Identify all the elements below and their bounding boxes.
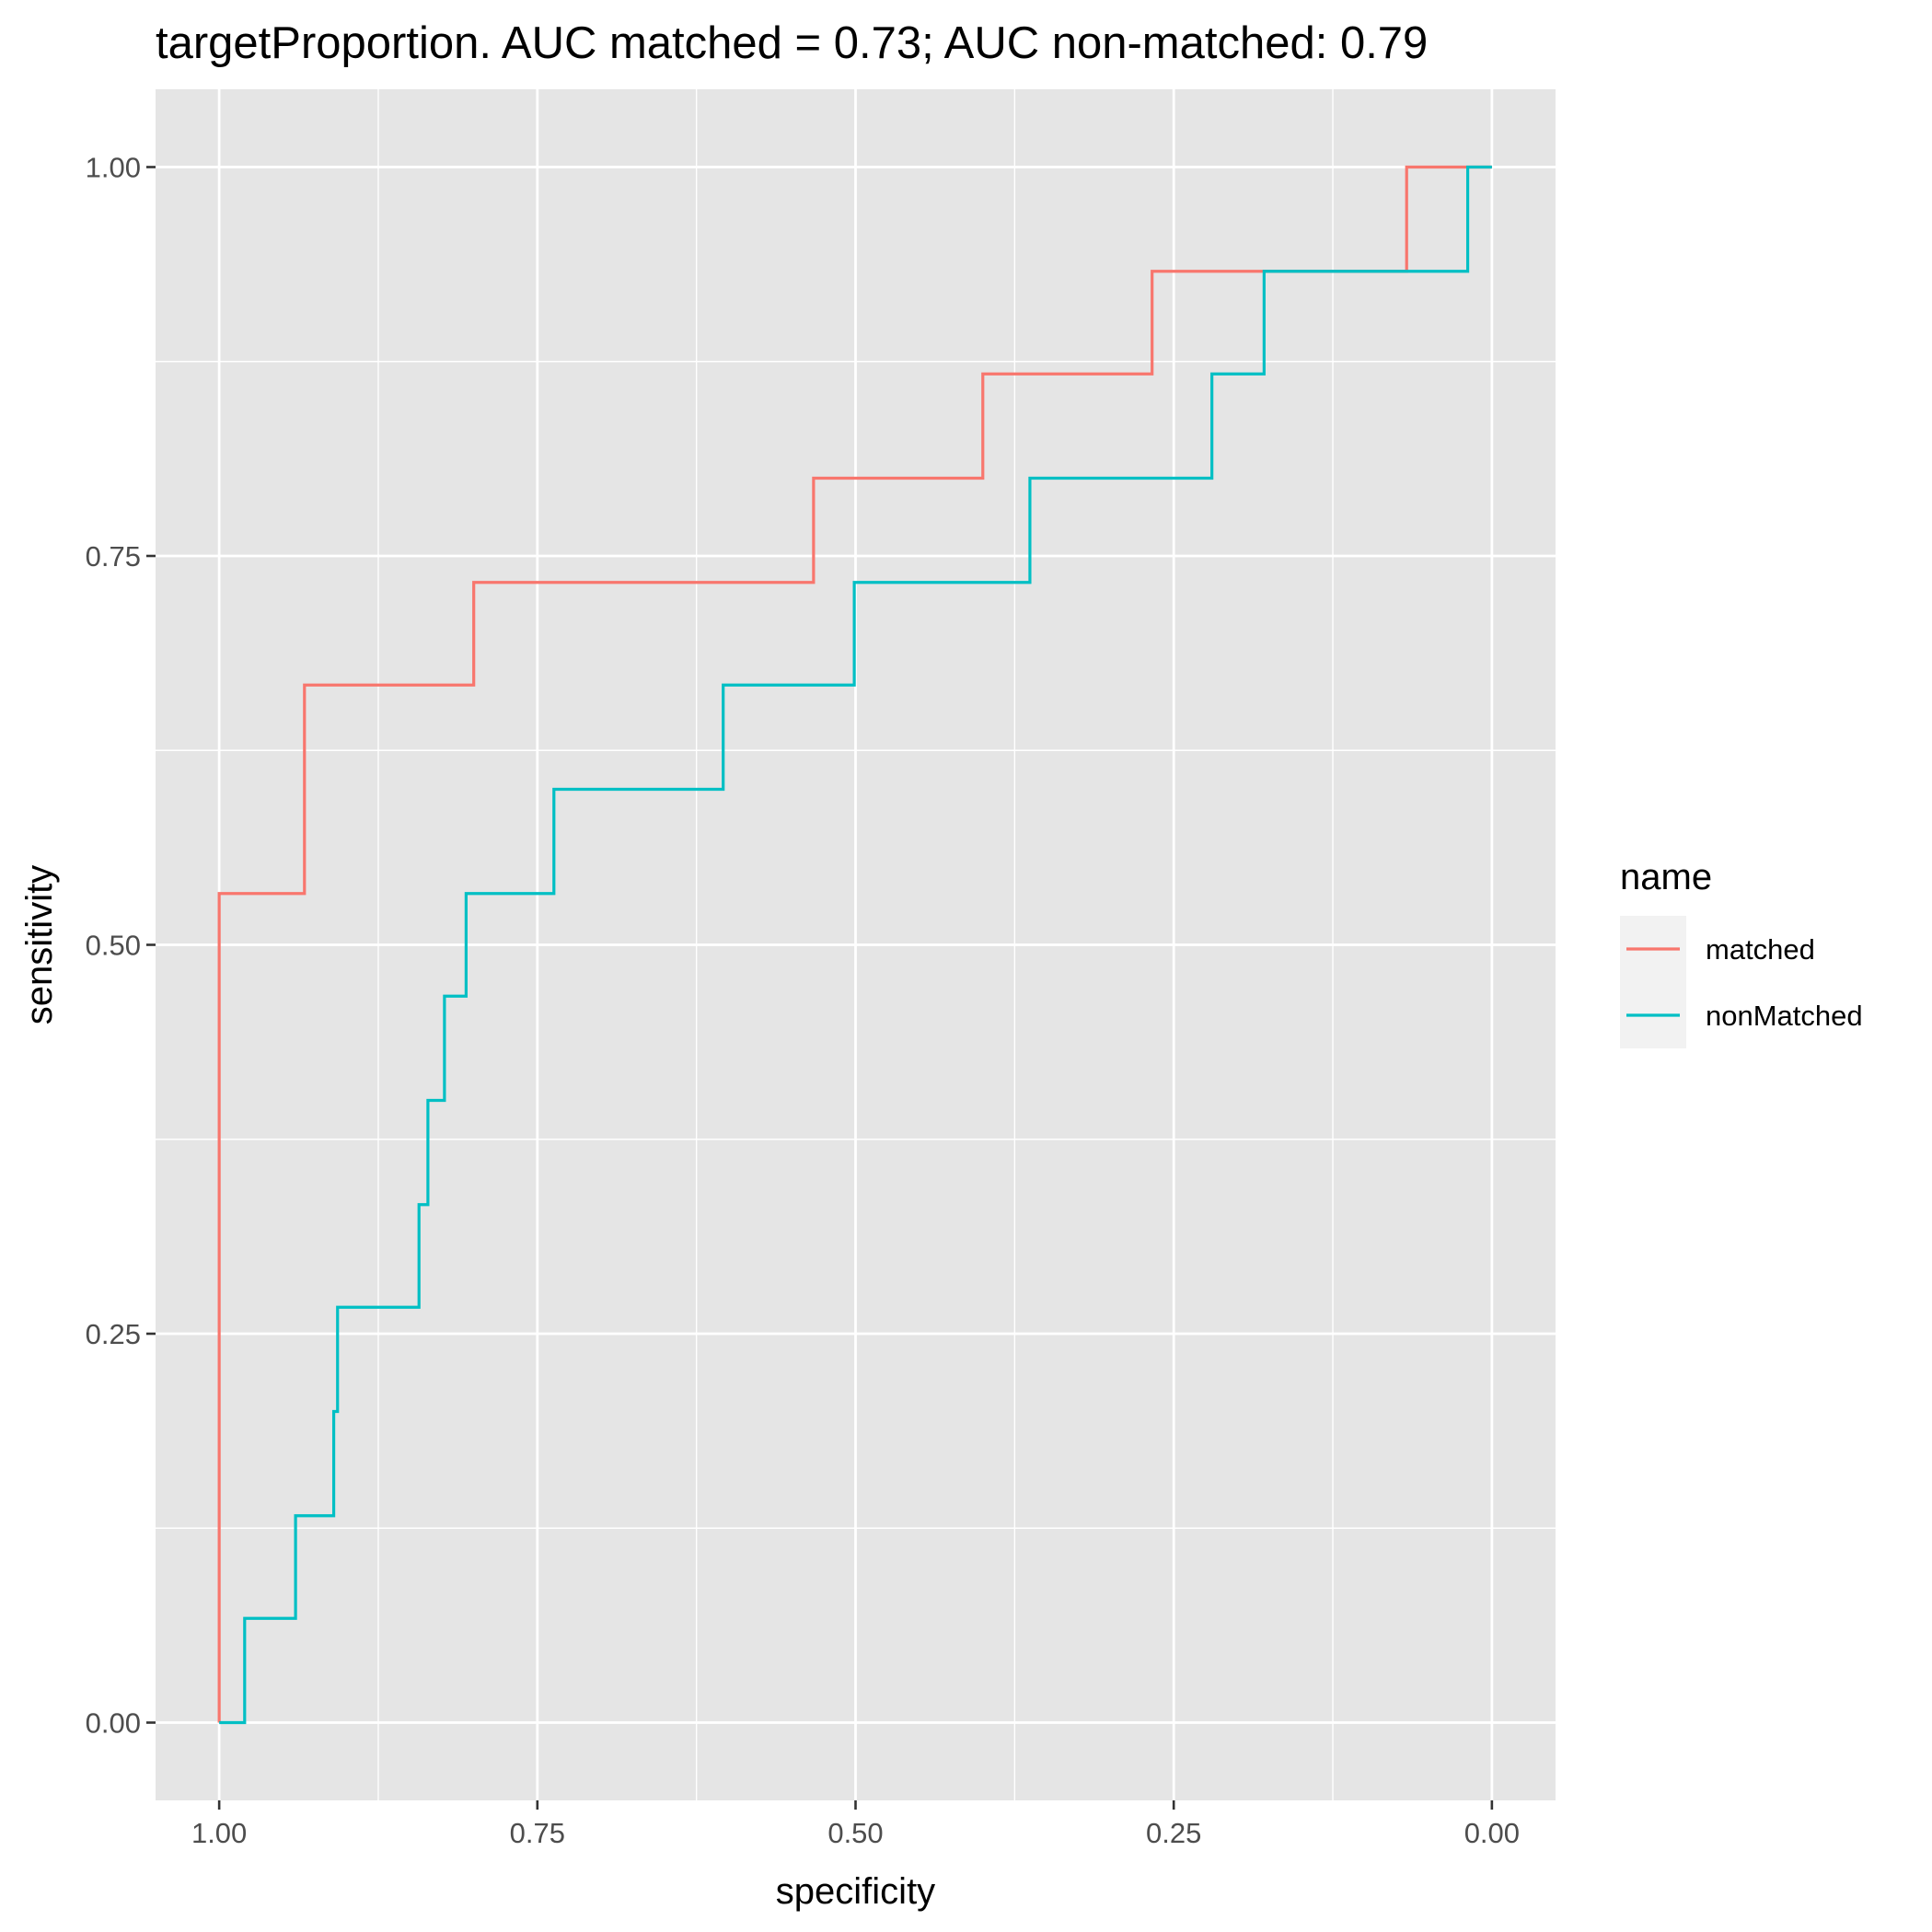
x-tick-label: 0.25 — [1146, 1817, 1201, 1849]
chart-title: targetProportion. AUC matched = 0.73; AU… — [156, 18, 1428, 68]
series-line-nonMatched — [219, 165, 1492, 1725]
x-axis-title: specificity — [776, 1871, 935, 1912]
y-axis-title: sensitivity — [19, 865, 60, 1024]
y-tick-label: 0.75 — [86, 540, 141, 573]
x-tick-label: 0.75 — [510, 1817, 565, 1849]
y-tick-label: 0.00 — [86, 1707, 141, 1740]
series-lines — [217, 165, 1492, 1725]
y-tick-label: 1.00 — [86, 152, 141, 184]
major-gridlines — [156, 89, 1556, 1800]
legend: name matched nonMatched — [1620, 857, 1863, 1048]
legend-keys: matched nonMatched — [1620, 916, 1863, 1048]
legend-title: name — [1620, 857, 1712, 897]
legend-label-nonMatched: nonMatched — [1706, 1000, 1863, 1032]
x-tick-label: 0.50 — [827, 1817, 883, 1849]
x-axis: 1.00 0.75 0.50 0.25 0.00 — [191, 1800, 1520, 1849]
y-axis: 0.00 0.25 0.50 0.75 1.00 — [86, 152, 156, 1740]
y-tick-label: 0.50 — [86, 930, 141, 962]
x-tick-label: 0.00 — [1464, 1817, 1520, 1849]
y-tick-label: 0.25 — [86, 1318, 141, 1350]
x-tick-label: 1.00 — [191, 1817, 247, 1849]
legend-label-matched: matched — [1706, 933, 1815, 966]
